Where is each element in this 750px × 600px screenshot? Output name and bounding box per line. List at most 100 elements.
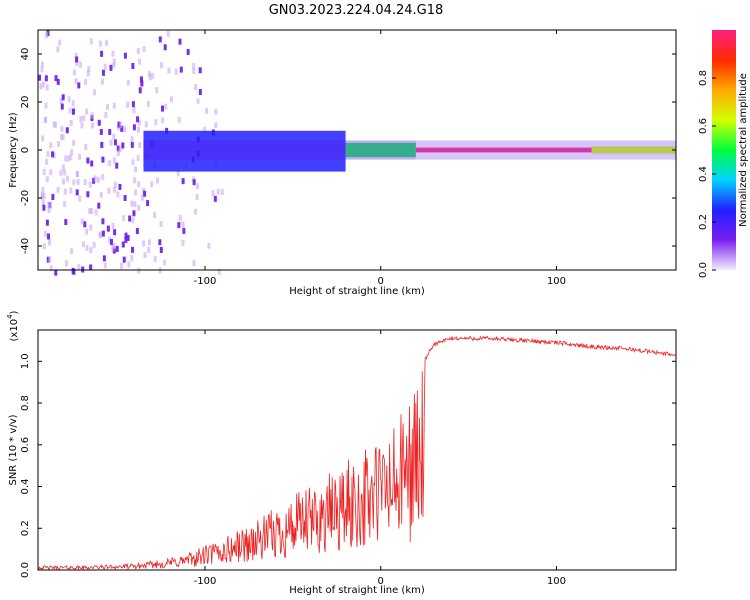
y-axis-label: Frequency (Hz): [8, 112, 19, 188]
noise-cell: [84, 143, 88, 150]
noise-cell: [104, 112, 108, 119]
noise-cell: [44, 102, 48, 109]
noise-cell: [45, 176, 49, 183]
noise-cell: [108, 129, 112, 136]
noise-cell: [135, 228, 139, 235]
amplitude-band: [591, 146, 676, 154]
noise-cell: [74, 78, 78, 85]
noise-cell: [130, 255, 134, 262]
noise-cell: [113, 181, 117, 188]
noise-cell: [90, 208, 94, 215]
noise-cell: [85, 244, 89, 251]
noise-cell: [159, 246, 163, 253]
noise-cell: [75, 170, 79, 177]
noise-cell: [93, 175, 97, 182]
noise-cell: [46, 151, 50, 158]
noise-cell: [71, 100, 75, 107]
noise-cell: [115, 162, 119, 169]
x-tick-label: -100: [194, 576, 217, 587]
y-tick-label: 0.4: [20, 479, 31, 495]
y-tick-label: 0.8: [20, 395, 31, 411]
noise-cell: [121, 241, 125, 248]
noise-cell: [160, 62, 164, 69]
noise-cell: [178, 38, 182, 45]
y-tick-label: -40: [20, 238, 31, 254]
figure-title: GN03.2023.224.04.24.G18: [269, 3, 444, 18]
noise-cell: [99, 128, 103, 135]
amplitude-band: [143, 130, 346, 172]
noise-cell: [178, 214, 182, 221]
noise-cell: [72, 140, 76, 147]
x-axis-label: Height of straight line (km): [289, 585, 425, 596]
spectrogram-panel: -100 0 100 -40 -20 0 20 40 Height of straight li…: [8, 29, 677, 297]
noise-cell: [81, 241, 85, 248]
noise-cell: [75, 189, 79, 196]
noise-cell: [84, 78, 88, 85]
noise-cell: [113, 229, 117, 236]
noise-cell: [85, 108, 89, 115]
noise-cell: [90, 112, 94, 119]
colorbar-tick-label: 0.0: [698, 262, 709, 278]
noise-cell: [67, 155, 71, 162]
noise-cell: [94, 209, 98, 216]
noise-cell: [159, 220, 163, 227]
noise-cell: [40, 66, 44, 73]
noise-cell: [140, 194, 144, 201]
noise-cell: [130, 136, 134, 143]
noise-cell: [70, 149, 74, 156]
noise-cell: [49, 142, 53, 149]
noise-cell: [198, 67, 202, 74]
noise-cell: [137, 119, 141, 126]
colorbar-tick-label: 0.2: [698, 214, 709, 230]
y-axis-label: SNR (10 * v/v): [8, 414, 19, 485]
noise-cell: [131, 159, 135, 166]
noise-cell: [64, 155, 68, 162]
noise-cell: [138, 87, 142, 94]
noise-cell: [138, 141, 142, 148]
noise-cell: [82, 115, 86, 122]
noise-cell: [74, 52, 78, 59]
noise-cell: [54, 269, 58, 276]
noise-cell: [136, 48, 140, 55]
noise-cell: [75, 60, 79, 67]
noise-cell: [169, 96, 173, 103]
noise-cell: [134, 166, 138, 173]
noise-cell: [65, 127, 69, 134]
noise-cell: [164, 103, 168, 110]
noise-cell: [86, 191, 90, 198]
noise-cell: [118, 145, 122, 152]
y-tick-label: 0: [20, 147, 31, 153]
noise-cell: [158, 36, 162, 43]
noise-cell: [89, 264, 93, 271]
noise-cell: [179, 66, 183, 73]
y-multiplier-text: (x104): [6, 310, 20, 341]
noise-cell: [220, 188, 224, 195]
amplitude-band: [345, 142, 416, 158]
noise-cell: [126, 101, 130, 108]
noise-cell: [144, 121, 148, 128]
noise-cell: [92, 241, 96, 248]
noise-cell: [45, 158, 49, 165]
noise-cell: [113, 186, 117, 193]
amplitude-band: [415, 147, 592, 153]
noise-cell: [115, 245, 119, 252]
noise-cell: [111, 222, 115, 229]
y-tick-label: 1.0: [20, 353, 31, 369]
noise-cell: [111, 50, 115, 57]
noise-cell: [92, 177, 96, 184]
noise-cell: [97, 202, 101, 209]
noise-cell: [103, 262, 107, 269]
noise-cell: [39, 83, 43, 90]
noise-cell: [61, 94, 65, 101]
noise-cell: [112, 133, 116, 140]
x-tick-label: 100: [547, 276, 566, 287]
noise-cell: [127, 261, 131, 268]
noise-cell: [142, 46, 146, 53]
band-envelope: [415, 140, 676, 160]
noise-cell: [123, 52, 127, 59]
noise-cell: [99, 191, 103, 198]
noise-cell: [105, 39, 109, 46]
noise-cell: [186, 49, 190, 56]
noise-cell: [131, 217, 135, 224]
noise-cell: [194, 84, 198, 91]
